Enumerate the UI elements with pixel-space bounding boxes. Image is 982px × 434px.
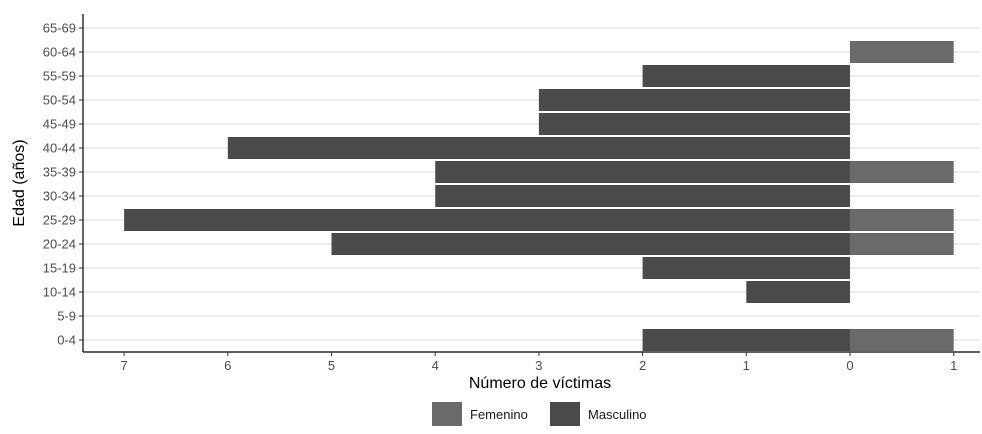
legend-label-femenino: Femenino (470, 407, 528, 422)
bar-femenino-35-39 (850, 161, 954, 183)
y-tick-label-55-59: 55-59 (43, 69, 76, 84)
bar-masculino-35-39 (435, 161, 850, 183)
x-tick-label--6: 6 (224, 358, 231, 373)
bar-masculino-25-29 (124, 209, 851, 231)
bar-femenino-0-4 (850, 329, 954, 351)
bar-masculino-0-4 (642, 329, 850, 351)
y-tick-label-20-24: 20-24 (43, 237, 76, 252)
y-tick-label-60-64: 60-64 (43, 45, 76, 60)
y-axis-title: Edad (años) (11, 139, 28, 226)
bar-masculino-15-19 (642, 257, 850, 279)
legend: Femenino Masculino (432, 402, 647, 426)
x-tick-label--4: 4 (432, 358, 439, 373)
bar-femenino-60-64 (850, 41, 954, 63)
legend-key-masculino (550, 402, 580, 426)
y-tick-label-65-69: 65-69 (43, 21, 76, 36)
bar-masculino-45-49 (538, 113, 850, 135)
axes (79, 14, 980, 356)
y-tick-label-5-9: 5-9 (57, 309, 76, 324)
y-tick-label-50-54: 50-54 (43, 93, 76, 108)
bar-masculino-10-14 (746, 281, 850, 303)
x-axis-title: Número de víctimas (469, 375, 611, 392)
x-tick-label--2: 2 (639, 358, 646, 373)
x-tick-label-0: 0 (846, 358, 853, 373)
legend-key-femenino (432, 402, 462, 426)
bar-masculino-30-34 (435, 185, 850, 207)
legend-label-masculino: Masculino (588, 407, 647, 422)
y-tick-label-35-39: 35-39 (43, 165, 76, 180)
bars (124, 41, 954, 351)
x-tick-label--5: 5 (328, 358, 335, 373)
x-tick-label-1: 1 (950, 358, 957, 373)
y-tick-label-40-44: 40-44 (43, 141, 76, 156)
y-tick-label-30-34: 30-34 (43, 189, 76, 204)
bar-masculino-20-24 (331, 233, 850, 255)
y-tick-label-10-14: 10-14 (43, 285, 76, 300)
y-tick-label-45-49: 45-49 (43, 117, 76, 132)
bar-masculino-50-54 (538, 89, 850, 111)
x-tick-label--1: 1 (743, 358, 750, 373)
y-tick-label-25-29: 25-29 (43, 213, 76, 228)
bar-femenino-25-29 (850, 209, 954, 231)
x-tick-labels: 7 6 5 4 3 2 1 0 1 (120, 358, 957, 373)
x-tick-label--3: 3 (535, 358, 542, 373)
y-tick-label-15-19: 15-19 (43, 261, 76, 276)
x-tick-label--7: 7 (120, 358, 127, 373)
y-tick-label-0-4: 0-4 (57, 333, 76, 348)
bar-masculino-55-59 (642, 65, 850, 87)
bar-femenino-20-24 (850, 233, 954, 255)
bar-masculino-40-44 (227, 137, 851, 159)
y-tick-labels: 0-4 5-9 10-14 15-19 20-24 25-29 30-34 35-39 40-4… (43, 21, 76, 348)
